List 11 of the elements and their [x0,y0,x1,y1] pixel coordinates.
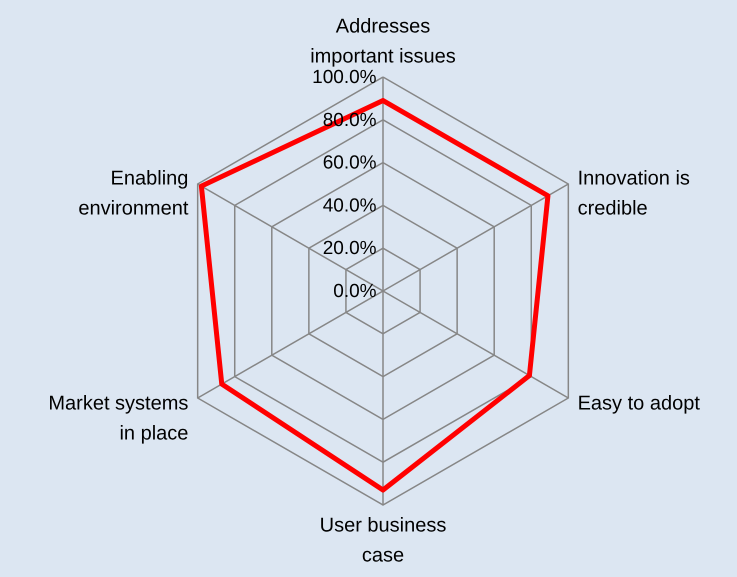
y-tick-label: 20.0% [322,238,377,260]
y-tick-label: 0.0% [333,281,377,302]
y-tick-label: 60.0% [322,152,377,174]
y-tick-label: 100.0% [312,67,377,88]
spoke-label: User business case [320,514,446,567]
spoke-label: Innovation is credible [578,168,690,220]
y-tick-label: 40.0% [322,195,377,216]
spoke-label: Addresses important issues [310,15,456,68]
spoke-label: Market systems in place [48,392,188,444]
spoke-label: Easy to adopt [578,392,700,414]
spoke-label: Enabling environment [78,168,189,220]
